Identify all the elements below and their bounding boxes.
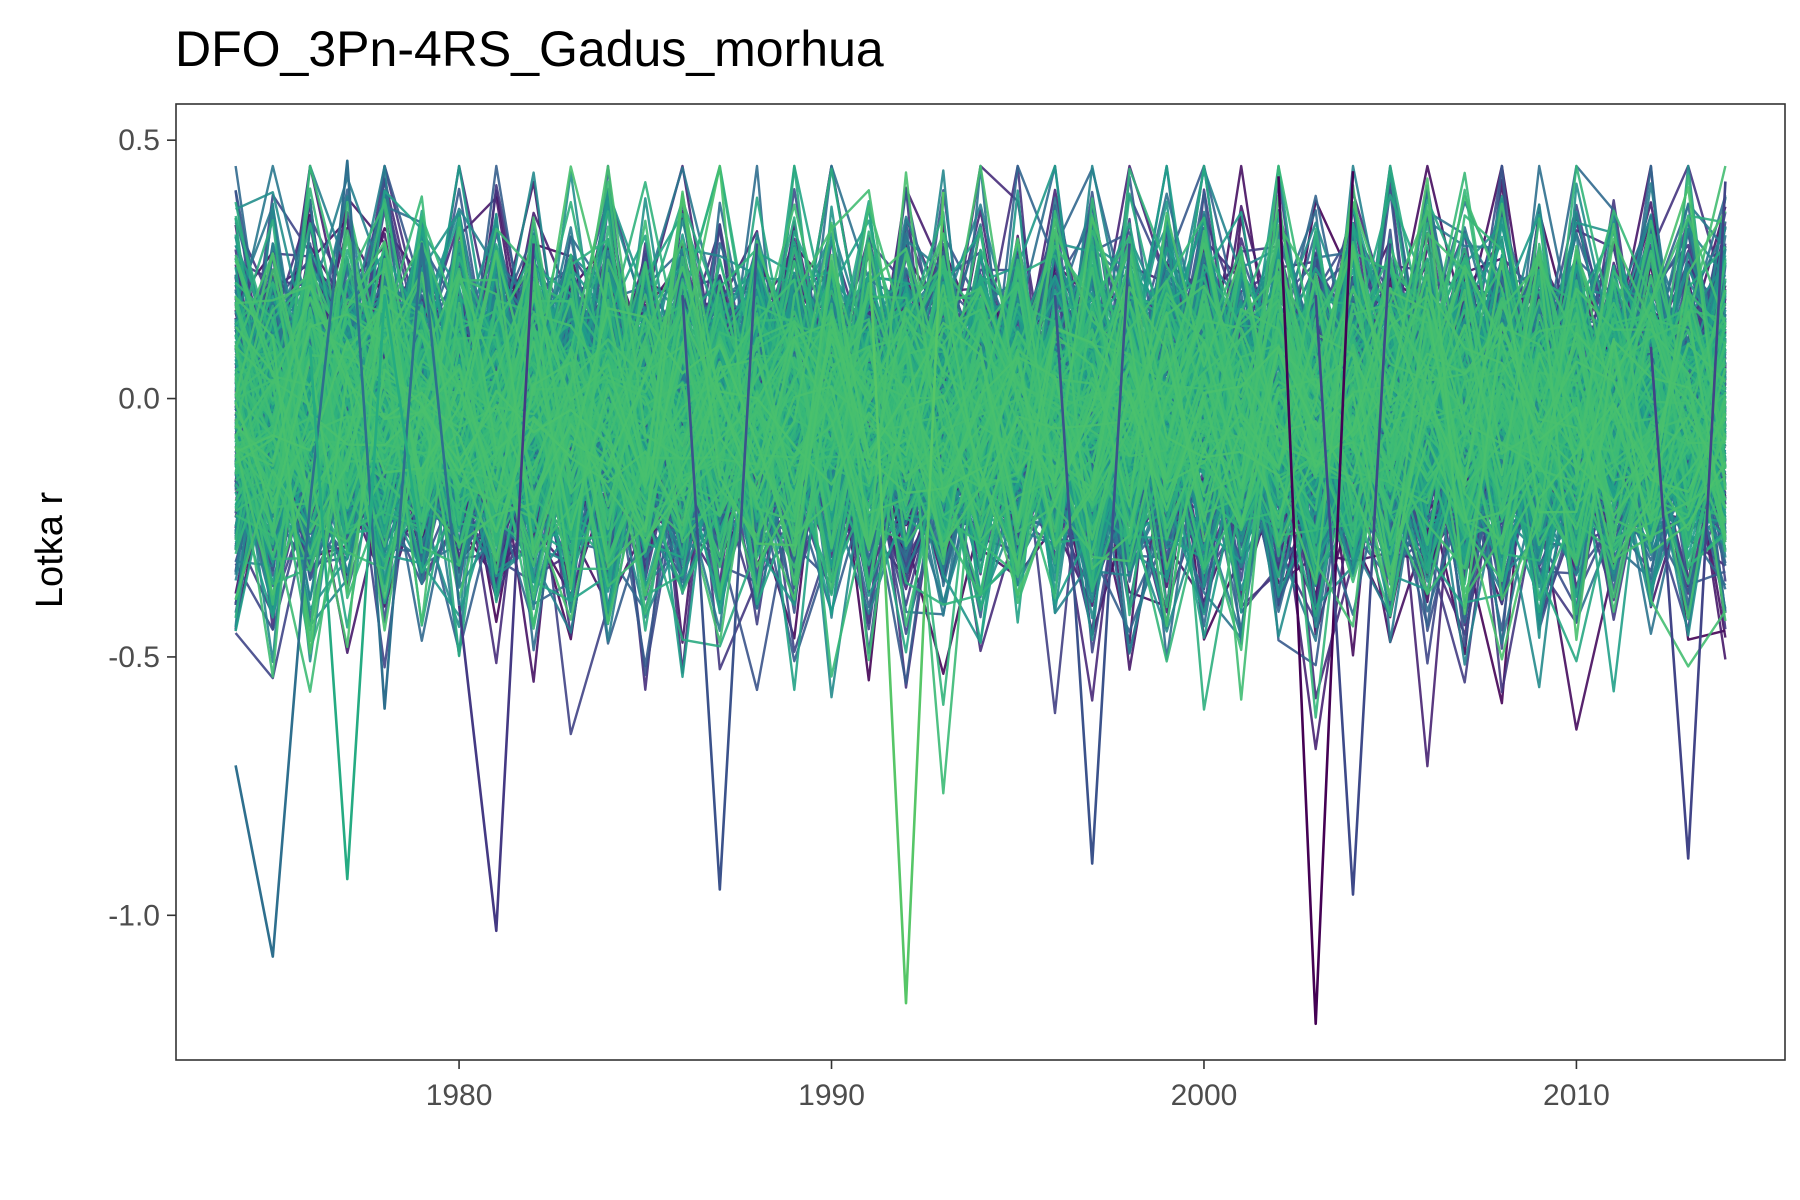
series-line [234,171,1727,552]
series-line [234,159,461,958]
plot-panel-border [175,103,1786,1061]
series-line [234,183,1727,590]
series-line [681,243,759,891]
y-tick-label: -1.0 [108,899,160,932]
series-line [457,243,535,933]
series-line [235,164,1727,632]
y-axis-title: Lotka r [29,492,71,609]
series-line [234,219,1726,795]
y-axis: -1.0 -0.5 0.0 0.5 [108,124,176,932]
series-line [234,240,1727,622]
series-line [308,293,424,881]
series-line [1649,181,1727,860]
series-line [234,174,1727,627]
series-line [1314,243,1392,896]
series-line [234,201,1727,642]
x-tick-label: 2000 [1171,1079,1238,1112]
x-tick-label: 1980 [426,1079,493,1112]
series-line [1053,243,1131,865]
series-line [867,191,945,1005]
y-tick-label: 0.5 [118,124,160,157]
series-lines [234,159,1727,1026]
series-line [1277,171,1355,1026]
series-line [234,177,1727,616]
series-line [234,242,1727,600]
series-line [234,216,1727,661]
y-tick-label: -0.5 [108,641,160,674]
series-line [234,235,1727,601]
x-axis: 1980 1990 2000 2010 [426,1060,1610,1112]
y-tick-label: 0.0 [118,383,160,416]
series-line [235,257,1727,584]
series-line [234,232,1727,536]
chart-title: DFO_3Pn-4RS_Gadus_morhua [175,21,884,77]
series-line [234,262,1727,626]
x-tick-label: 1990 [798,1079,865,1112]
x-tick-label: 2010 [1543,1079,1610,1112]
series-line [234,252,1727,595]
